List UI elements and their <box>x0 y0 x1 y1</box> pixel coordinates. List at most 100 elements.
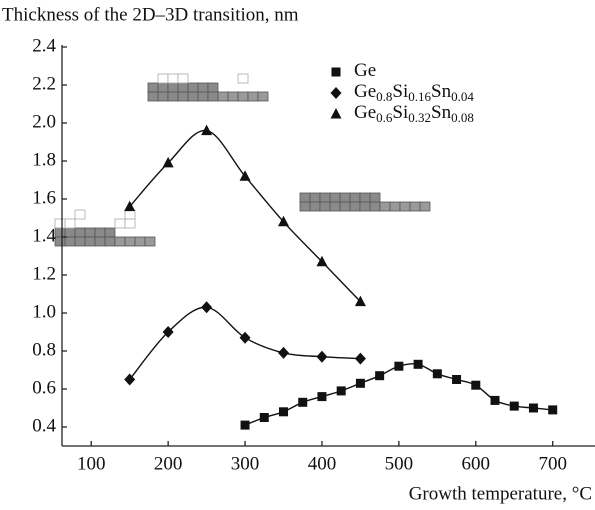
inset-cell <box>94 227 106 238</box>
inset-cell <box>187 82 199 93</box>
inset-cell <box>64 236 76 247</box>
x-tick-label: 700 <box>538 453 567 474</box>
inset-cell <box>124 218 136 229</box>
inset-cell <box>319 192 331 203</box>
marker-triangle <box>162 156 174 168</box>
inset-cell <box>207 91 219 102</box>
inset-cell <box>309 201 321 212</box>
inset-cell <box>84 236 96 247</box>
x-tick-label: 100 <box>77 453 106 474</box>
marker-diamond <box>316 350 328 363</box>
inset-cell <box>227 91 239 102</box>
y-tick-label: 2.2 <box>32 73 56 94</box>
inset-cell <box>257 91 269 102</box>
inset-cell <box>124 209 136 220</box>
marker-triangle <box>124 200 136 212</box>
inset-cell <box>157 91 169 102</box>
inset-cell <box>114 236 126 247</box>
marker-square <box>375 371 385 381</box>
inset-cell <box>359 192 371 203</box>
x-tick-label: 600 <box>462 453 491 474</box>
inset-cell <box>167 91 179 102</box>
legend-label: Ge <box>354 60 376 81</box>
inset-cell <box>389 201 401 212</box>
marker-square <box>528 403 538 413</box>
inset-cell <box>177 73 189 84</box>
marker-square <box>452 375 462 384</box>
inset-cell <box>147 91 159 102</box>
marker-diamond <box>162 326 174 338</box>
x-tick-label: 200 <box>154 453 183 474</box>
inset-cell <box>419 201 431 212</box>
marker-square <box>317 392 327 402</box>
inset-cell <box>54 227 66 238</box>
marker-square <box>355 378 365 388</box>
marker-square <box>548 405 558 415</box>
inset-cell <box>167 73 179 84</box>
schematic-insets <box>54 73 431 247</box>
legend-marker <box>330 108 342 119</box>
marker-square <box>413 359 423 369</box>
inset-cell <box>167 82 179 93</box>
marker-square <box>432 369 442 379</box>
marker-triangle <box>201 124 213 136</box>
marker-diamond <box>278 346 290 359</box>
y-tick-label: 1.6 <box>32 187 56 208</box>
inset-cell <box>134 236 146 247</box>
inset-cell <box>114 218 126 229</box>
inset-cell <box>94 236 106 247</box>
legend-label: Ge0.6Si0.32Sn0.08 <box>354 102 474 125</box>
fit-curve <box>244 363 553 426</box>
y-tick-label: 1.4 <box>32 225 56 246</box>
marker-diamond <box>354 352 366 365</box>
y-tick-label: 0.8 <box>32 339 56 360</box>
y-tick-label: 1.8 <box>32 149 56 170</box>
inset-cell <box>207 82 219 93</box>
inset-cell <box>187 91 199 102</box>
inset-cell <box>359 201 371 212</box>
inset-cell <box>64 218 76 229</box>
legend-marker <box>330 87 342 99</box>
y-tick-label: 2.4 <box>32 35 56 56</box>
chart-title: Thickness of the 2D–3D transition, nm <box>2 4 299 25</box>
legend-label: Ge0.8Si0.16Sn0.04 <box>354 81 474 104</box>
x-tick-label: 300 <box>231 453 260 474</box>
marker-square <box>298 397 308 407</box>
inset-cell <box>237 73 249 84</box>
inset-cell <box>339 192 351 203</box>
inset-cell <box>379 201 391 212</box>
inset-cell <box>339 201 351 212</box>
legend-marker <box>331 67 341 77</box>
inset-cell <box>54 218 66 229</box>
inset-cell <box>329 192 341 203</box>
marker-diamond <box>124 373 136 386</box>
inset-cell <box>299 192 311 203</box>
inset-cell <box>157 73 169 84</box>
x-axis-label: Growth temperature, °C <box>409 483 592 504</box>
marker-square <box>471 380 481 390</box>
marker-square <box>240 420 250 430</box>
marker-triangle <box>316 255 328 267</box>
inset-cell <box>237 91 249 102</box>
inset-cell <box>369 201 381 212</box>
fit-curve <box>129 129 361 303</box>
marker-triangle <box>278 215 290 227</box>
y-tick-label: 1.0 <box>32 301 56 322</box>
inset-cell <box>74 227 86 238</box>
inset-cell <box>299 201 311 212</box>
inset-cell <box>197 82 209 93</box>
marker-triangle <box>239 170 251 181</box>
inset-cell <box>217 91 229 102</box>
inset-cell <box>74 209 86 220</box>
inset-cell <box>74 236 86 247</box>
inset-cell <box>349 201 361 212</box>
inset-cell <box>197 91 209 102</box>
marker-square <box>509 401 519 411</box>
marker-square <box>490 395 500 405</box>
inset-cell <box>144 236 156 247</box>
inset-cell <box>309 192 321 203</box>
inset-cell <box>247 91 259 102</box>
marker-diamond <box>239 331 251 344</box>
marker-square <box>279 407 289 417</box>
